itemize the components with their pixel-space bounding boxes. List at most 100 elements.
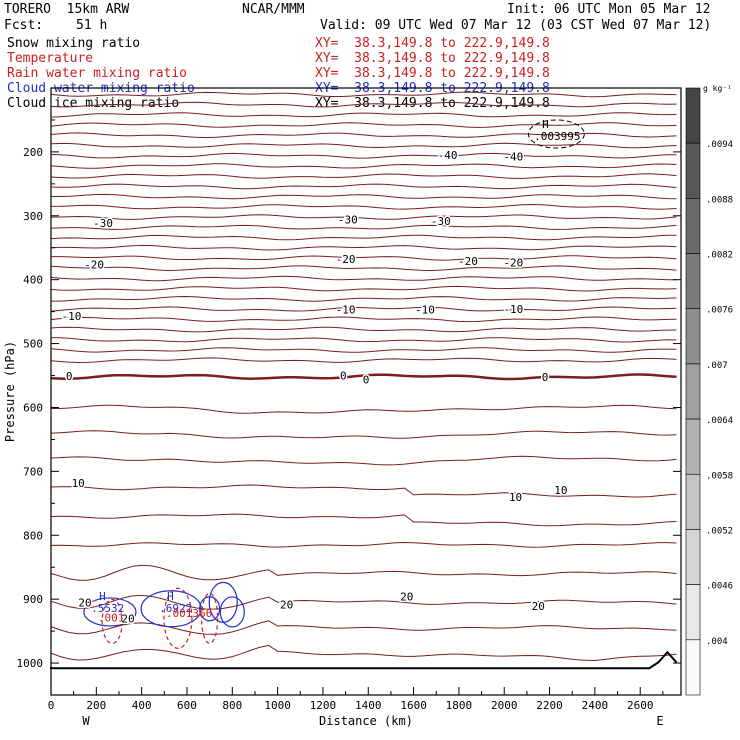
x-tick-label: 1000 [264,699,291,712]
isotherm-line [50,234,677,241]
isotherm-line [50,163,677,169]
temperature-label: -20 [503,256,523,269]
isotherm-line [50,455,677,466]
high-value: .5532 [91,602,124,615]
x-tick-label: 2600 [627,699,654,712]
isotherm-line [50,285,677,292]
x-tick-label: 400 [132,699,152,712]
high-value: .003995 [534,130,580,143]
isotherm-line [51,193,677,200]
isotherm-line [50,306,677,312]
isotherm-line [50,541,677,548]
colorbar-label: .004 [706,637,728,647]
isotherm-line [50,122,677,128]
hydrometeor-contours [83,119,585,649]
legend-snow-xy: XY= 38.3,149.8 to 222.9,149.8 [315,36,550,51]
temperature-label: -30 [431,215,451,228]
isotherm-line [51,295,677,302]
isotherm-line [51,404,677,414]
temperature-label: 20 [400,591,413,604]
temperature-label: 0 [363,373,370,386]
isotherm-line [50,214,677,220]
colorbar-segment [685,198,701,254]
colorbar-label: .0052 [706,526,733,536]
legend-temperature-xy: XY= 38.3,149.8 to 222.9,149.8 [315,51,550,66]
colorbar-label: .0088 [706,195,733,205]
forecast-value: 51 h [76,18,108,33]
y-axis-title: Pressure (hPa) [3,341,17,442]
temperature-contours [50,91,678,670]
temperature-label: -30 [93,217,113,230]
colorbar-label: .0076 [706,306,733,316]
colorbar-segment [685,639,701,696]
y-tick-label: 300 [23,210,43,223]
colorbar-segment [685,308,701,365]
x-tick-label: 2200 [536,699,563,712]
temperature-label: -10 [61,310,81,323]
isotherm-line [50,326,677,333]
y-tick-label: 800 [23,529,43,542]
isotherm-line [50,513,677,527]
colorbar-segment [685,87,701,144]
isotherm-line [50,594,677,610]
x-tick-label: 1600 [400,699,427,712]
colorbar-segment [685,584,701,641]
isotherm-line [50,173,677,179]
colorbar-label: .0082 [706,251,733,261]
legend-snow: Snow mixing ratio [7,36,141,51]
temperature-label: -20 [84,258,104,271]
temperature-label: 20 [78,596,91,609]
high-value: .001366 [166,607,212,620]
isotherm-line [50,347,677,353]
y-tick-label: 1000 [17,657,44,670]
y-tick-label: 900 [23,593,43,606]
temperature-label: 10 [554,484,567,497]
colorbar-segment [685,473,701,530]
temperature-label: 10 [509,491,522,504]
isotherm-line [50,265,677,272]
plot-border [50,87,682,696]
isotherm-line [50,373,677,381]
isotherm-line [50,275,677,282]
isotherm-line [50,91,677,98]
x-tick-label: 1200 [310,699,337,712]
x-tick-label: 2000 [491,699,518,712]
temperature-label: -40 [503,150,523,163]
y-tick-label: 700 [23,465,43,478]
y-tick-label: 600 [23,401,43,414]
isotherm-line [50,357,677,364]
east-label: E [656,714,663,728]
isotherm-line [50,101,677,108]
valid-time: Valid: 09 UTC Wed 07 Mar 12 (03 CST Wed … [320,18,712,33]
temperature-label: 20 [121,612,134,625]
temperature-label: -10 [336,304,356,317]
isotherm-line [50,203,677,210]
x-tick-label: 200 [86,699,106,712]
cloud-water-contour [219,596,245,628]
snow-contour [527,119,585,149]
x-tick-label: 0 [48,699,55,712]
legend-temperature: Temperature [7,51,94,66]
x-tick-label: 1800 [446,699,473,712]
temperature-label: -10 [503,303,523,316]
cloud-water-contour [199,596,221,622]
legend-rain: Rain water mixing ratio [7,66,188,81]
terrain-line [50,650,678,670]
isotherm-line [50,620,677,635]
colorbar-unit: g kg⁻¹ [703,84,732,93]
y-tick-label: 400 [23,274,43,287]
high-marker: H [542,118,549,131]
rain-contour [163,587,193,649]
legend-cloud-water: Cloud water mixing ratio [7,81,195,96]
x-axis-title: Distance (km) [319,714,413,728]
temperature-label: -20 [336,253,356,266]
temperature-label: 20 [280,598,293,611]
colorbar-segment [685,363,701,420]
isotherm-line [50,224,677,230]
high-marker: H [167,590,174,603]
org-label: NCAR/MMM [242,2,305,17]
cloud-water-contour [83,597,137,627]
high-value: .6922 [159,602,192,615]
temperature-label: -10 [415,304,435,317]
